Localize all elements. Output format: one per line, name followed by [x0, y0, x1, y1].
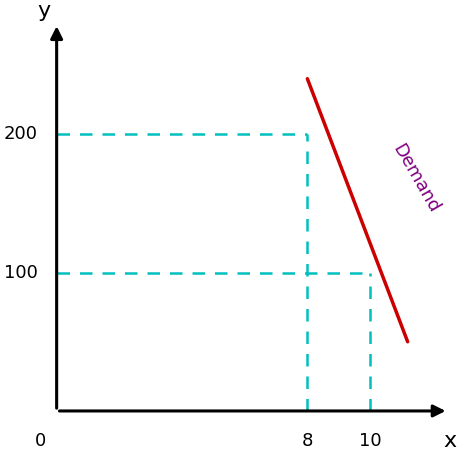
- Text: 8: 8: [302, 432, 313, 450]
- Text: 100: 100: [4, 263, 38, 282]
- Text: 10: 10: [359, 432, 381, 450]
- Text: 200: 200: [4, 125, 38, 143]
- Text: Demand: Demand: [389, 141, 443, 216]
- Text: Price: Price: [0, 213, 3, 260]
- Text: x: x: [443, 432, 456, 452]
- Text: 0: 0: [35, 432, 47, 450]
- Text: y: y: [38, 0, 51, 21]
